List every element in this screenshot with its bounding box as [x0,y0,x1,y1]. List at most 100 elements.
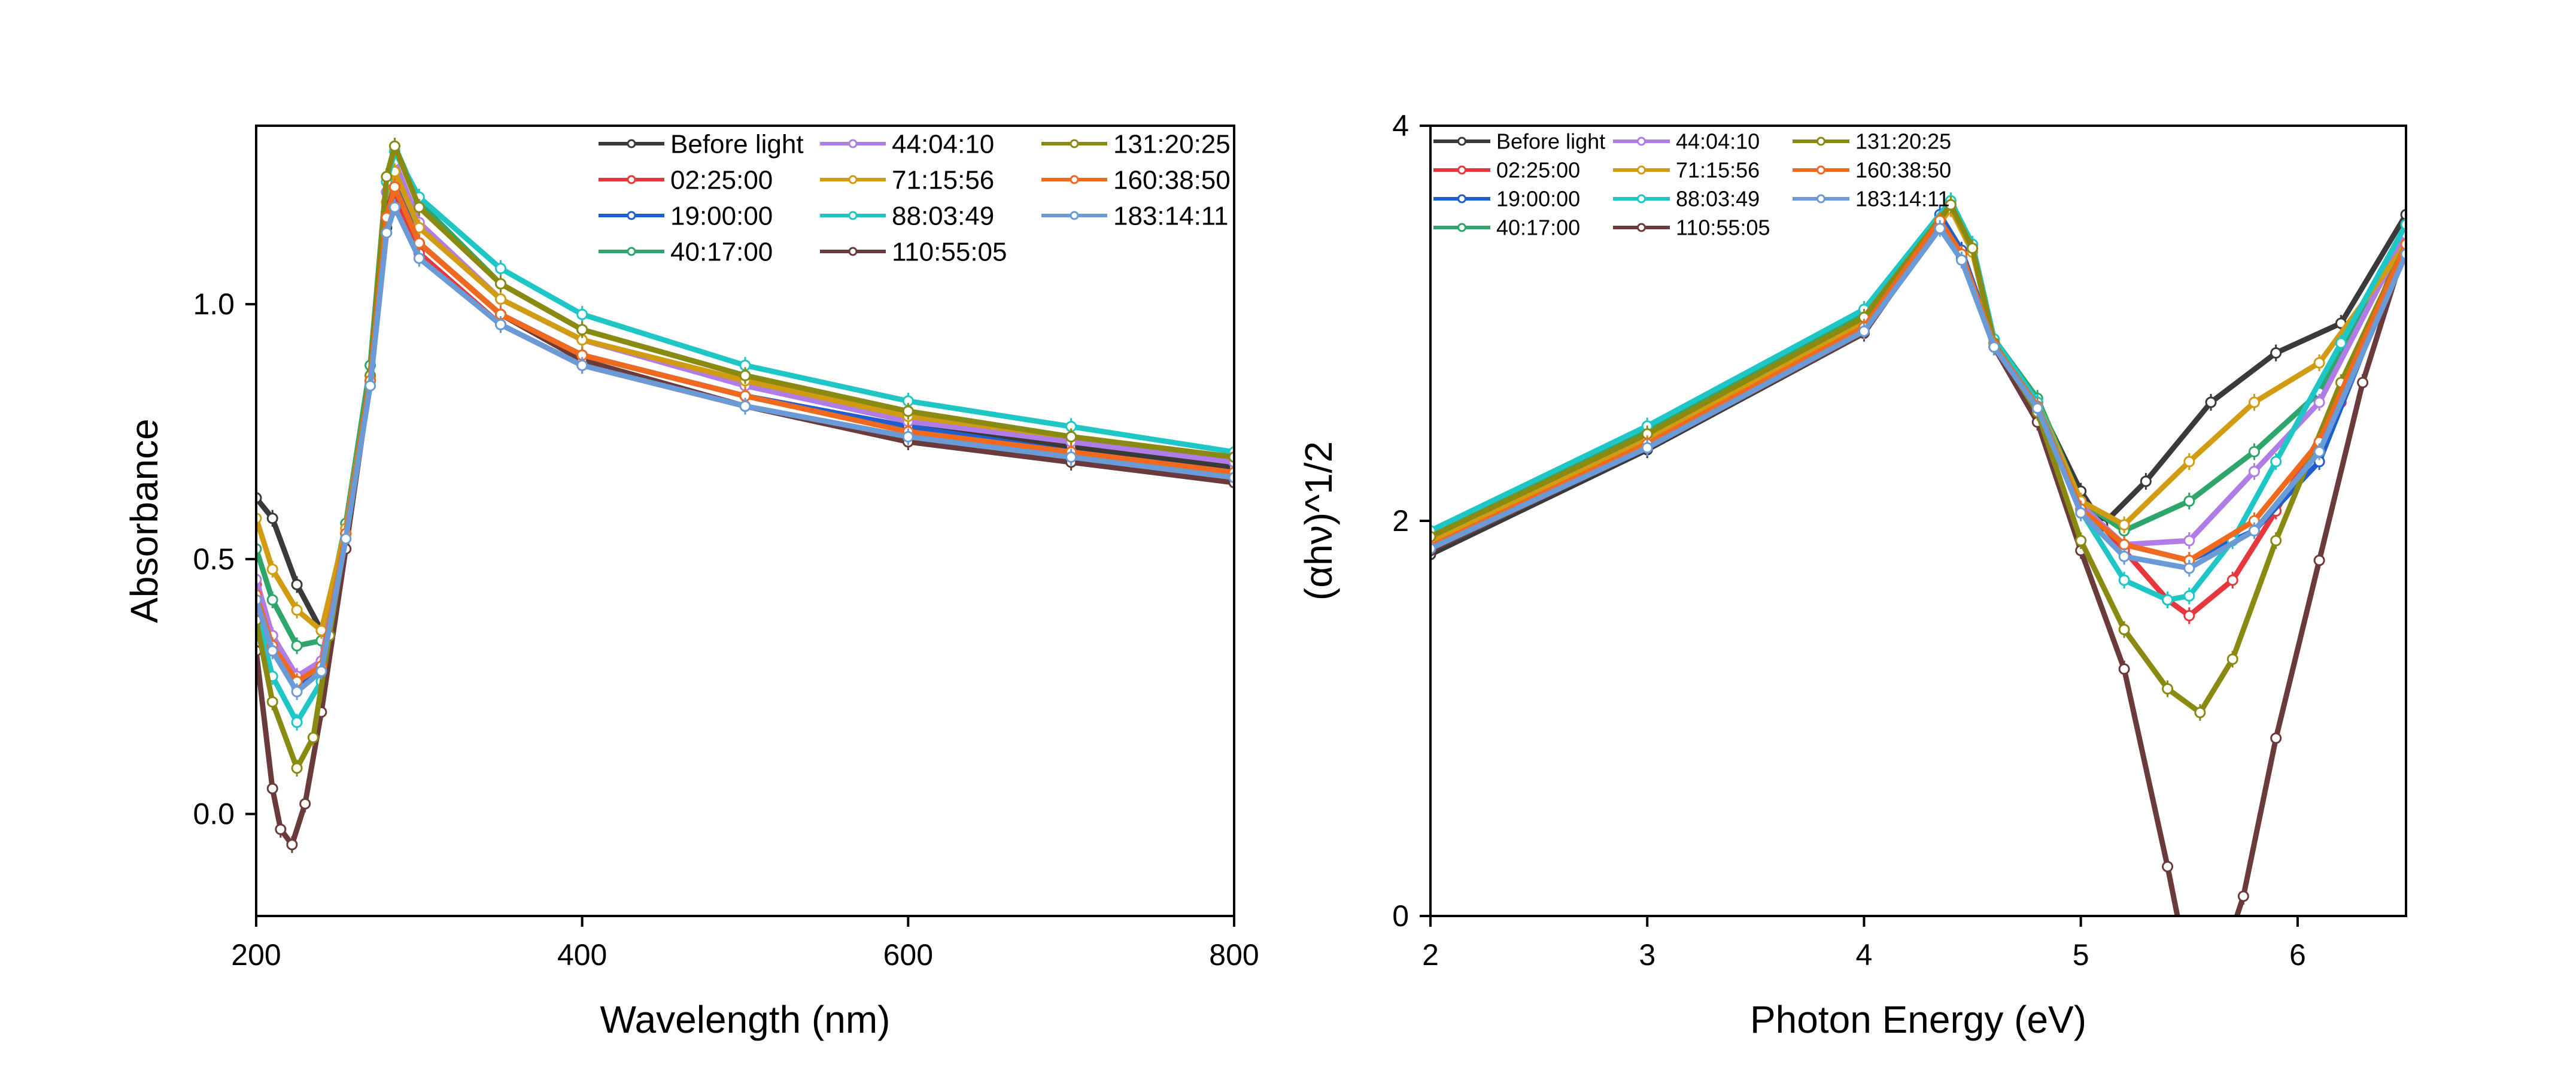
legend-label: 183:14:11 [1113,201,1228,230]
legend-item: 40:17:00 [1433,216,1580,240]
legend-item: 183:14:11 [1041,201,1228,230]
legend-marker [1457,136,1466,146]
x-tick-label: 3 [1639,938,1655,972]
legend-label: 44:04:10 [1676,129,1760,154]
data-point [2226,574,2238,586]
legend-label: 160:38:50 [1113,165,1231,195]
data-point [2183,609,2195,621]
legend-marker [1637,165,1646,175]
chart-absorbance: 200 400 600 800 0.0 0.5 1.0 Wavelength (nm) Abso… [123,125,1259,1041]
data-point [2075,535,2087,547]
data-point [902,430,914,442]
data-point [291,716,303,728]
data-point [364,380,376,392]
data-point [2118,624,2130,635]
data-point [266,696,278,708]
data-point [2075,507,2087,519]
data-point [2270,535,2282,547]
plot-area [256,138,1234,853]
data-point [2162,683,2174,694]
data-point [1065,430,1077,442]
data-point [2031,402,2043,414]
data-point [1988,341,2000,353]
legend-item: 183:14:11 [1793,187,1949,211]
legend-item: 131:20:25 [1793,129,1951,154]
data-point [2118,550,2130,562]
legend-marker [1816,165,1825,175]
legend-item: 71:15:56 [1613,158,1760,183]
x-axis-label: Photon Energy (eV) [1750,998,2086,1041]
data-point [291,604,303,616]
data-point [739,369,751,381]
data-point [2183,535,2195,547]
x-tick-label: 6 [2289,938,2306,972]
legend-marker [1637,194,1646,204]
data-point [266,782,278,794]
data-point [2313,446,2325,457]
legend-label: 40:17:00 [1496,216,1580,240]
x-tick-label: 200 [231,938,281,972]
data-point [291,762,303,774]
x-tick-label: 4 [1856,938,1873,972]
data-point [413,201,425,213]
legend-marker [1816,136,1825,146]
legend: Before light 02:25:00 19:00:00 40:17:00 44:0… [599,129,1231,266]
legend-label: 71:15:56 [1676,158,1760,183]
data-point [266,645,278,657]
legend-label: 110:55:05 [1676,216,1770,240]
legend-item: 44:04:10 [1613,129,1760,154]
y-tick-label: 0.5 [193,542,235,576]
data-point [2335,337,2347,349]
data-point [299,798,311,810]
data-point [2313,396,2325,408]
y-tick-label: 4 [1392,109,1409,142]
data-point [291,640,303,652]
data-point [1967,242,1979,254]
legend-item: 110:55:05 [820,237,1007,266]
data-point [2226,653,2238,665]
data-point [1641,442,1653,454]
legend-label: 40:17:00 [670,237,773,266]
legend-item: 71:15:56 [820,165,994,195]
data-point [2140,475,2152,487]
data-point [576,359,588,371]
data-point [291,578,303,590]
legend-item: 02:25:00 [599,165,773,195]
legend-marker [1070,139,1079,148]
legend-marker [627,247,636,256]
data-point [315,665,327,677]
legend-marker [848,139,858,148]
data-point [902,405,914,417]
legend-item: 160:38:50 [1041,165,1231,195]
data-point [2183,495,2195,507]
data-point [388,181,400,193]
data-point [2270,456,2282,468]
legend-item: 40:17:00 [599,237,773,266]
data-point [495,293,506,305]
data-point [340,533,352,545]
plot-area [1430,192,2406,916]
data-point [2194,706,2206,718]
series-183-14-11 [1430,220,2406,577]
data-point [1945,199,1957,211]
legend-marker [1070,175,1079,184]
data-point [2118,574,2130,586]
legend-label: 110:55:05 [892,237,1007,266]
data-point [286,839,298,851]
legend-label: 131:20:25 [1855,129,1951,154]
legend: Before light 02:25:00 19:00:00 40:17:00 44:0… [1433,129,1951,240]
data-point [2270,347,2282,359]
data-point [275,823,287,835]
legend-marker [1637,136,1646,146]
data-point [739,400,751,412]
data-point [381,227,393,239]
legend-item: 44:04:10 [820,129,994,159]
series-line [256,143,1234,771]
data-point [2205,396,2217,408]
legend-label: 02:25:00 [670,165,773,195]
data-point [266,563,278,575]
legend-item: 19:00:00 [599,201,773,230]
legend-item: 88:03:49 [820,201,994,230]
